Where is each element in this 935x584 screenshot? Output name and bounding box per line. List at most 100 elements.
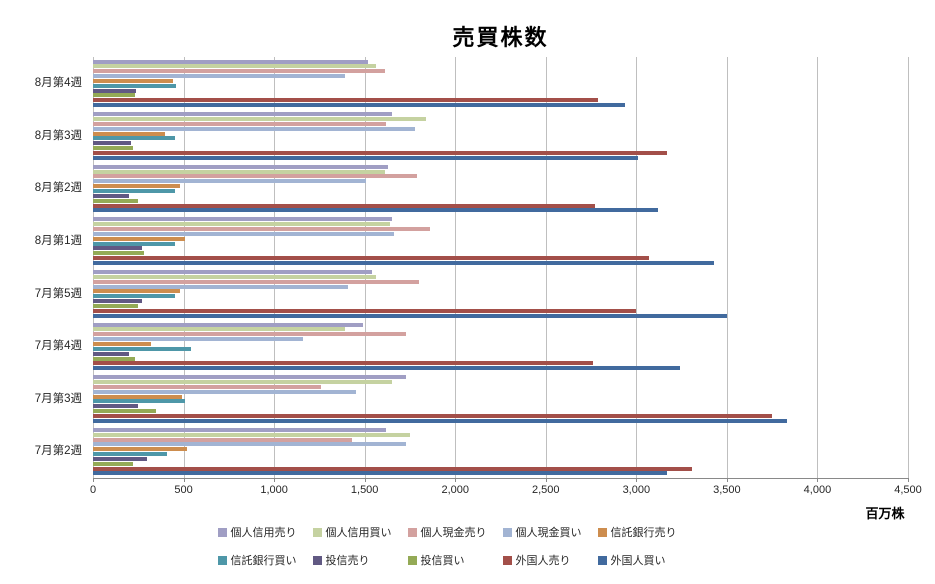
value-axis-tick-label: 3,500 — [713, 484, 741, 496]
bar-group-8月第4週 — [93, 57, 908, 110]
value-axis-tick-label: 1,000 — [260, 484, 288, 496]
bar-個人信用買い — [93, 380, 392, 385]
bar-外国人売り — [93, 256, 649, 261]
bar-個人現金買い — [93, 284, 349, 289]
bar-個人信用買い — [93, 116, 427, 121]
bar-信託銀行買い — [93, 399, 186, 404]
legend-item-個人現金売り: 個人現金売り — [407, 523, 503, 541]
gridline — [183, 57, 185, 478]
value-axis-tick-label: 1,500 — [350, 484, 379, 496]
bar-投信売り — [93, 193, 130, 198]
bar-group-7月第3週 — [93, 373, 908, 426]
bar-信託銀行売り — [93, 447, 188, 452]
category-label: 7月第3週 — [34, 392, 82, 405]
bar-個人現金買い — [93, 126, 416, 131]
bar-個人現金売り — [93, 384, 322, 389]
bar-信託銀行買い — [93, 452, 168, 457]
bar-信託銀行売り — [93, 131, 166, 136]
legend-label: 投信売り — [325, 555, 370, 567]
axis-tick — [726, 478, 728, 482]
legend-item-投信買い: 投信買い — [407, 551, 503, 569]
bar-外国人買い — [93, 313, 727, 318]
legend-swatch-icon — [312, 527, 322, 537]
axis-tick — [455, 478, 457, 482]
legend-swatch-icon — [217, 527, 227, 537]
value-axis-tick-label: 3,000 — [622, 484, 651, 496]
category-label: 7月第4週 — [34, 340, 82, 353]
legend-row: 信託銀行買い 投信売り 投信買い 外国人売り 外国人買い — [60, 551, 850, 569]
legend-label: 個人現金買い — [515, 527, 582, 539]
legend-label: 個人現金売り — [420, 527, 487, 539]
legend-swatch-icon — [597, 527, 607, 537]
bar-個人現金売り — [93, 121, 387, 126]
legend-item-投信売り: 投信売り — [312, 551, 408, 569]
bar-個人信用買い — [93, 432, 410, 437]
bar-個人現金買い — [93, 337, 304, 342]
bar-投信買い — [93, 461, 133, 466]
bar-個人現金買い — [93, 179, 367, 184]
category-label: 8月第2週 — [34, 182, 82, 195]
bar-group-7月第4週 — [93, 320, 908, 373]
bar-外国人売り — [93, 98, 599, 103]
gridline — [817, 57, 819, 478]
bar-投信買い — [93, 303, 139, 308]
bar-個人現金売り — [93, 174, 418, 179]
gridline — [545, 57, 547, 478]
value-axis-tick-label: 4,500 — [894, 484, 922, 496]
axis-tick — [183, 478, 185, 482]
gridline — [726, 57, 728, 478]
bar-投信売り — [93, 299, 142, 304]
legend-item-個人信用売り: 個人信用売り — [217, 523, 313, 541]
bar-信託銀行売り — [93, 184, 180, 189]
value-axis-tick-label: 2,000 — [441, 484, 469, 496]
bar-信託銀行買い — [93, 83, 177, 88]
category-label: 8月第4週 — [34, 77, 82, 89]
bar-外国人売り — [93, 466, 693, 471]
chart-title: 売買株数 — [452, 25, 549, 50]
legend-label: 外国人売り — [515, 555, 571, 567]
bar-個人現金買い — [93, 389, 356, 394]
legend-item-個人現金買い: 個人現金買い — [502, 523, 598, 541]
bar-信託銀行買い — [93, 136, 175, 141]
bar-外国人買い — [93, 471, 668, 476]
bar-投信売り — [93, 351, 130, 356]
bar-個人現金売り — [93, 279, 419, 284]
legend-label: 投信買い — [420, 555, 465, 567]
bar-信託銀行買い — [93, 241, 175, 246]
bar-外国人売り — [93, 308, 637, 313]
value-axis-tick-label: 0 — [89, 484, 97, 496]
bar-投信買い — [93, 251, 144, 256]
legend-item-外国人売り: 外国人売り — [502, 551, 598, 569]
bar-個人現金売り — [93, 227, 430, 232]
bar-投信売り — [93, 404, 139, 409]
bar-信託銀行買い — [93, 294, 175, 299]
bar-外国人買い — [93, 366, 680, 371]
bar-個人信用売り — [93, 59, 369, 64]
axis-unit-label: 百万株 — [865, 506, 905, 521]
bar-投信売り — [93, 246, 142, 251]
axis-tick — [364, 478, 366, 482]
legend: 個人信用売り 個人信用買い 個人現金売り 個人現金買い 信託銀行売り 信託銀行買い 投信売り… — [60, 523, 850, 579]
bar-信託銀行売り — [93, 394, 182, 399]
bar-個人信用買い — [93, 169, 385, 174]
bar-group-8月第2週 — [93, 162, 908, 215]
bar-個人信用売り — [93, 112, 392, 117]
category-label: 8月第3週 — [34, 129, 82, 142]
legend-swatch-icon — [407, 555, 417, 565]
bar-外国人買い — [93, 260, 715, 265]
legend-label: 外国人買い — [610, 555, 666, 567]
bar-個人信用売り — [93, 164, 389, 169]
bar-個人信用売り — [93, 270, 372, 275]
bar-投信買い — [93, 146, 133, 151]
axis-tick — [908, 478, 909, 482]
gridline — [636, 57, 638, 478]
bar-group-8月第1週 — [93, 215, 908, 268]
bar-外国人売り — [93, 203, 595, 208]
plot-area — [93, 57, 909, 482]
category-label: 7月第5週 — [34, 287, 82, 300]
bar-個人現金買い — [93, 442, 407, 447]
bar-個人現金売り — [93, 332, 407, 337]
axis-tick — [274, 478, 276, 482]
bar-信託銀行売り — [93, 289, 180, 294]
